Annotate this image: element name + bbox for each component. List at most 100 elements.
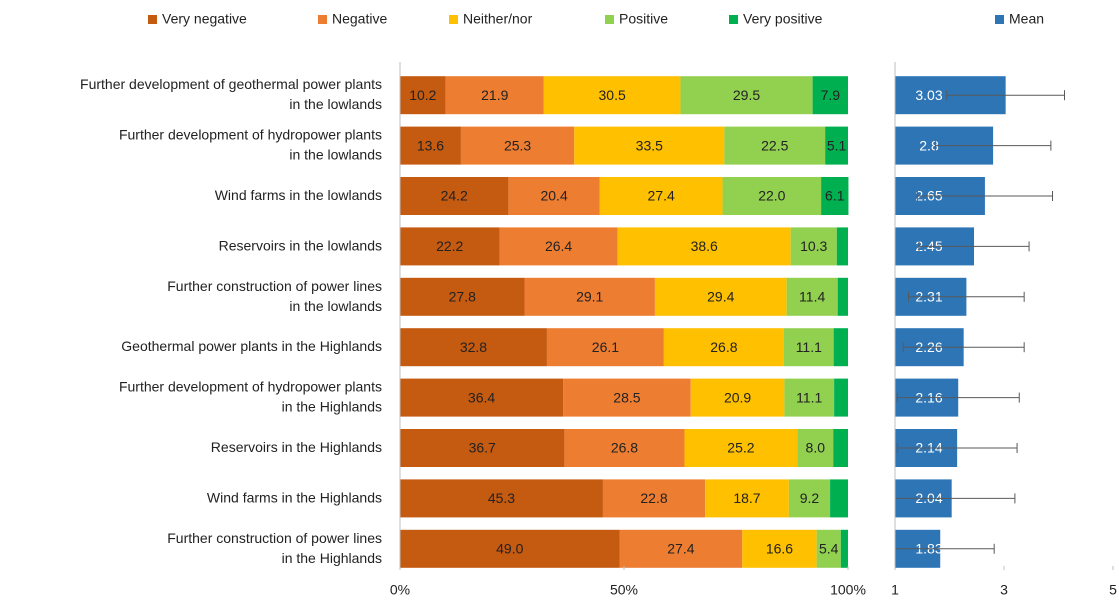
category-label-line: in the lowlands — [289, 146, 382, 162]
legend-label: Neither/nor — [463, 11, 533, 27]
data-label: 29.4 — [707, 289, 734, 305]
bar-segment — [574, 126, 725, 165]
bar-segment — [837, 277, 848, 316]
data-label: 11.1 — [796, 389, 822, 405]
data-label: 29.1 — [576, 289, 603, 305]
data-label: 22.0 — [758, 188, 785, 204]
bar-segment — [840, 529, 848, 568]
category-label-line: Further construction of power lines — [167, 278, 382, 294]
category-label-line: Further construction of power lines — [167, 530, 382, 546]
legend-swatch — [318, 15, 327, 24]
category-label: Reservoirs in the Highlands — [211, 439, 382, 455]
bar-segment — [543, 76, 681, 115]
bar-segment — [400, 76, 446, 115]
bar-segment — [663, 328, 784, 367]
bar-segment — [830, 479, 848, 518]
data-label: 22.2 — [436, 238, 463, 254]
data-label: 5.1 — [827, 137, 847, 153]
category-label-line: Wind farms in the lowlands — [215, 187, 382, 203]
legend-label: Negative — [332, 11, 387, 27]
category-label-line: Reservoirs in the lowlands — [219, 237, 382, 253]
data-label: 20.9 — [724, 389, 751, 405]
data-label: 45.3 — [488, 490, 515, 506]
bar-segment — [619, 529, 743, 568]
data-label: 20.4 — [540, 188, 567, 204]
category-label-line: in the lowlands — [289, 96, 382, 112]
legend-swatch — [148, 15, 157, 24]
category-label: Further development of hydropower plants… — [119, 378, 382, 414]
data-label: 21.9 — [481, 87, 508, 103]
data-label: 5.4 — [819, 541, 839, 557]
bar-segment — [546, 328, 664, 367]
category-label-line: Reservoirs in the Highlands — [211, 439, 382, 455]
category-label-line: Geothermal power plants in the Highlands — [121, 338, 382, 354]
bar-segment — [400, 529, 620, 568]
bar-segment — [836, 227, 848, 266]
bar-segment — [524, 277, 655, 316]
data-label: 26.8 — [710, 339, 737, 355]
legend-swatch — [995, 15, 1004, 24]
category-label-line: Further development of geothermal power … — [80, 76, 382, 92]
data-label: 27.4 — [648, 188, 675, 204]
bar-segment — [684, 429, 798, 467]
bar-segment — [790, 227, 837, 266]
bar-segment — [821, 177, 849, 215]
bar-segment — [705, 479, 789, 518]
data-label: 11.4 — [799, 289, 825, 305]
bar-segment — [445, 76, 544, 115]
data-label: 13.6 — [417, 137, 444, 153]
data-label: 6.1 — [825, 188, 845, 204]
data-label: 49.0 — [496, 541, 523, 557]
data-label: 36.7 — [469, 440, 496, 456]
legend-swatch — [729, 15, 738, 24]
bar-segment — [400, 177, 509, 215]
error-bar — [902, 342, 1025, 353]
bar-segment — [499, 227, 618, 266]
data-label: 10.2 — [409, 87, 436, 103]
bar-segment — [783, 328, 834, 367]
x-tick-label: 5 — [1109, 582, 1117, 598]
data-label: 3.03 — [915, 87, 942, 103]
data-label: 32.8 — [460, 339, 487, 355]
error-bar — [934, 140, 1052, 151]
category-label: Further construction of power lines in th… — [167, 530, 382, 566]
data-label: 18.7 — [733, 490, 760, 506]
x-tick-label: 50% — [610, 582, 638, 598]
data-label: 24.2 — [441, 188, 468, 204]
error-bar — [896, 392, 1020, 403]
bar-segment — [460, 126, 575, 165]
data-label: 28.5 — [613, 389, 640, 405]
data-label: 27.4 — [667, 541, 694, 557]
data-label: 8.0 — [806, 440, 826, 456]
bar-segment — [563, 378, 691, 417]
data-label: 27.8 — [449, 289, 476, 305]
data-label: 10.3 — [800, 238, 827, 254]
data-label: 7.9 — [821, 87, 841, 103]
bar-segment — [564, 429, 685, 467]
category-label: Further development of geothermal power … — [80, 76, 382, 112]
bar-segment — [400, 227, 500, 266]
category-label-line: in the lowlands — [289, 298, 382, 314]
bar-segment — [400, 328, 547, 367]
data-label: 36.4 — [468, 389, 495, 405]
bar-segment — [680, 76, 813, 115]
bar-segment — [834, 378, 848, 417]
category-label-line: Further development of hydropower plants — [119, 126, 382, 142]
data-label: 22.5 — [761, 137, 788, 153]
legend-label: Very positive — [743, 11, 823, 27]
error-bar — [896, 443, 1018, 453]
bar-segment — [400, 378, 564, 417]
bar-segment — [825, 126, 848, 165]
category-label: Wind farms in the Highlands — [207, 489, 382, 505]
bar-segment — [599, 177, 723, 215]
bar-segment — [812, 76, 848, 115]
data-label: 25.3 — [504, 137, 531, 153]
category-label-line: Further development of hydropower plants — [119, 378, 382, 394]
bar-segment — [833, 429, 848, 467]
bar-segment — [400, 479, 603, 518]
bar-segment — [400, 126, 461, 165]
data-label: 38.6 — [691, 238, 718, 254]
x-tick-label: 3 — [1000, 582, 1008, 598]
category-label-line: in the Highlands — [282, 550, 382, 566]
